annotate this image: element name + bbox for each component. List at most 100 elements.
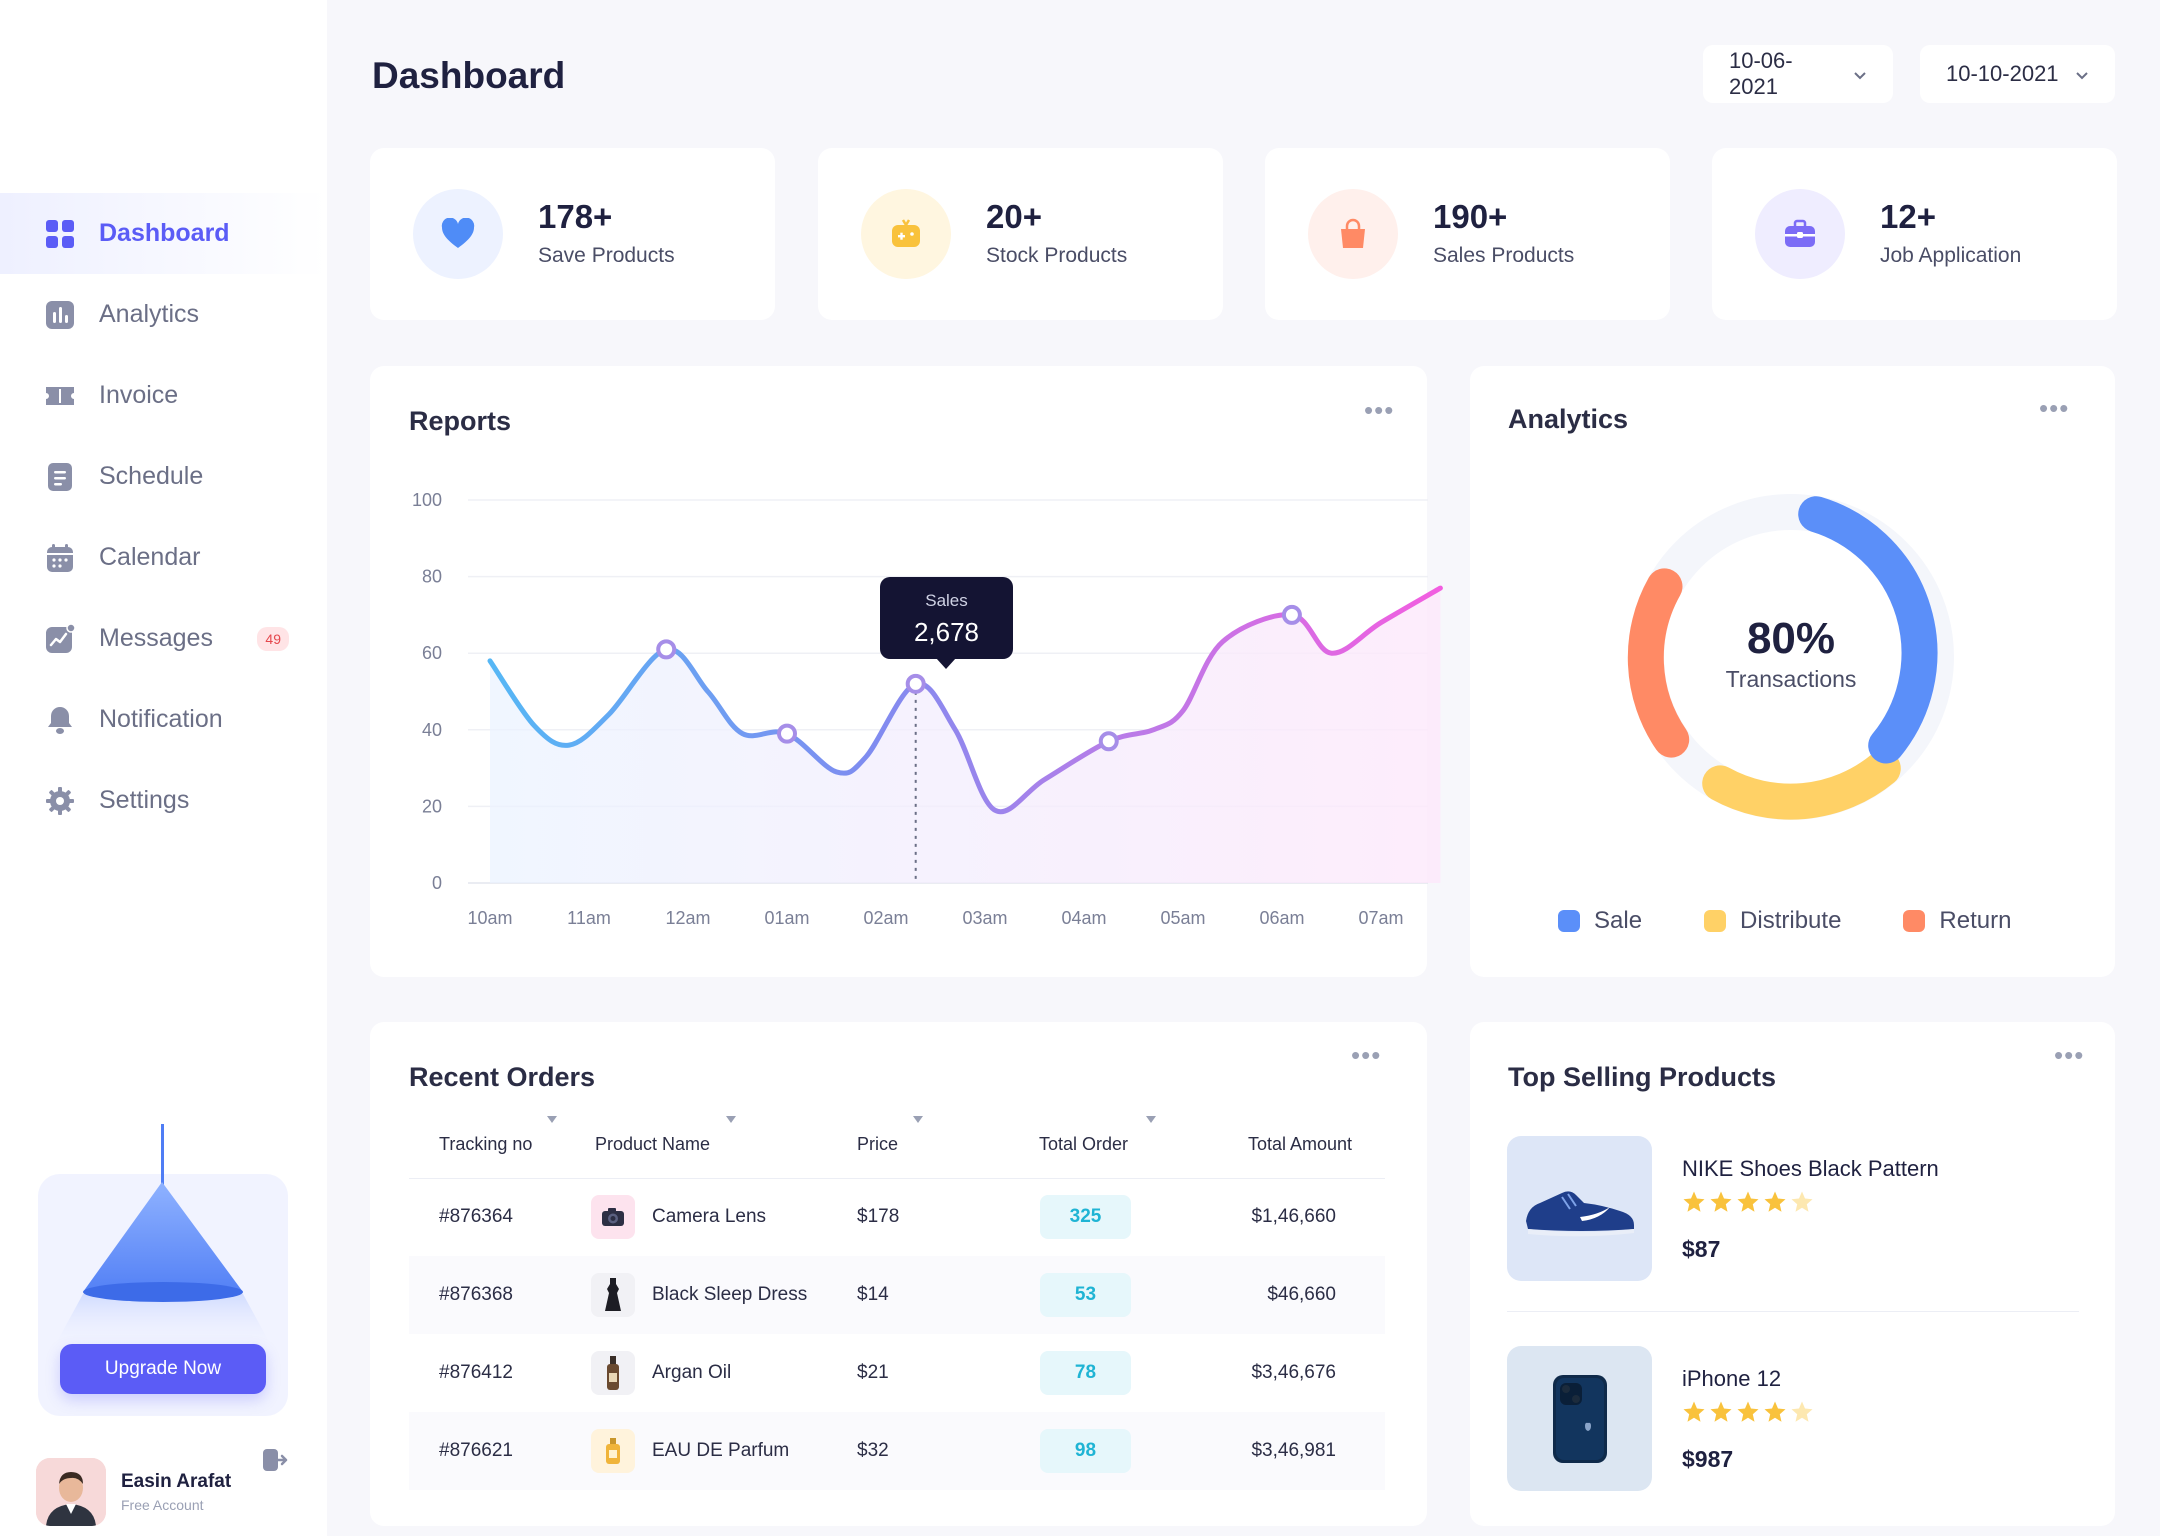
user-name: Easin Arafat	[121, 1471, 232, 1492]
date-to-value: 10-10-2021	[1946, 61, 2059, 86]
analytics-donut-chart	[1627, 494, 1954, 820]
calendar-icon	[44, 542, 76, 574]
user-profile[interactable]: Easin Arafat Free Account	[36, 1458, 231, 1526]
stat-card-sales-products[interactable]: 190+ Sales Products	[1265, 148, 1670, 320]
data-point-marker[interactable]	[905, 673, 926, 694]
sidebar-nav: Dashboard Analytics Invoice Schedule Cal…	[0, 193, 327, 841]
stat-card-stock-products[interactable]: 20+ Stock Products	[818, 148, 1223, 320]
data-point-marker[interactable]	[1098, 731, 1119, 752]
sidebar-item-schedule[interactable]: Schedule	[0, 436, 327, 517]
orders-more-button[interactable]: •••	[1351, 1040, 1382, 1070]
product-cell: Black Sleep Dress	[652, 1284, 808, 1305]
star-empty-icon	[1791, 1401, 1813, 1422]
sidebar-item-calendar[interactable]: Calendar	[0, 517, 327, 598]
analytics-legend: Sale Distribute Return	[1558, 907, 2011, 935]
upgrade-now-button[interactable]: Upgrade Now	[60, 1344, 266, 1394]
sidebar-item-label: Schedule	[99, 462, 204, 490]
data-point-marker[interactable]	[777, 723, 797, 744]
x-tick-label: 11am	[567, 908, 611, 928]
table-row[interactable]: #876621 EAU DE Parfum $32 98 $3,46,981	[409, 1412, 1385, 1490]
sidebar-item-label: Invoice	[99, 381, 179, 409]
analytics-panel	[1470, 366, 2115, 977]
product-cell: Argan Oil	[652, 1362, 732, 1383]
stat-card-job-application[interactable]: 12+ Job Application	[1712, 148, 2117, 320]
y-tick-label: 20	[422, 796, 442, 816]
legend-swatch	[1903, 910, 1926, 932]
chevron-down-icon	[1853, 61, 1867, 87]
star-icon	[1683, 1191, 1705, 1212]
game-icon	[861, 189, 951, 279]
price-cell: $178	[857, 1206, 900, 1227]
sidebar-item-label: Notification	[99, 705, 223, 733]
top-selling-more-button[interactable]: •••	[2054, 1040, 2085, 1070]
trend-icon	[44, 623, 76, 655]
chevron-down-icon	[2075, 61, 2089, 87]
logout-icon[interactable]	[262, 1447, 288, 1473]
data-point-marker[interactable]	[656, 639, 677, 660]
column-header-total-order[interactable]: Total Order	[1039, 1134, 1129, 1154]
bag-icon	[1308, 189, 1398, 279]
total-order-badge: 78	[1040, 1351, 1131, 1395]
sort-caret-icon[interactable]	[726, 1116, 736, 1123]
document-icon	[44, 461, 76, 493]
sidebar-item-dashboard[interactable]: Dashboard	[0, 193, 327, 274]
donut-segment-return	[1627, 568, 1690, 758]
x-tick-label: 10am	[467, 908, 512, 928]
sidebar-item-invoice[interactable]: Invoice	[0, 355, 327, 436]
stat-label: Sales Products	[1433, 244, 1575, 267]
product-card[interactable]: NIKE Shoes Black Pattern $87	[1507, 1136, 2079, 1281]
reports-title: Reports	[409, 406, 512, 436]
tracking-cell: #876364	[439, 1206, 513, 1227]
bar-chart-icon	[44, 299, 76, 331]
column-header-price[interactable]: Price	[857, 1134, 899, 1154]
donut-center: 80% Transactions	[1681, 614, 1901, 693]
donut-segment-sale	[1798, 496, 1938, 764]
briefcase-icon	[1755, 189, 1845, 279]
amount-cell: $46,660	[1267, 1284, 1336, 1305]
table-row[interactable]: #876412 Argan Oil $21 78 $3,46,676	[409, 1334, 1385, 1412]
total-order-badge: 98	[1040, 1429, 1131, 1473]
grid-icon	[44, 218, 76, 250]
sidebar-item-analytics[interactable]: Analytics	[0, 274, 327, 355]
stat-value: 12+	[1880, 198, 1936, 235]
sidebar-item-messages[interactable]: Messages 49	[0, 598, 327, 679]
sort-caret-icon[interactable]	[913, 1116, 923, 1123]
legend-item-return: Return	[1903, 907, 2011, 935]
bottle-icon	[591, 1351, 635, 1395]
table-row[interactable]: #876364 Camera Lens $178 325 $1,46,660	[409, 1178, 1385, 1256]
heart-icon	[413, 189, 503, 279]
column-header-tracking[interactable]: Tracking no	[439, 1134, 533, 1154]
product-divider	[1507, 1311, 2079, 1312]
star-icon	[1764, 1401, 1786, 1422]
product-cell: Camera Lens	[652, 1206, 767, 1227]
price-cell: $32	[857, 1440, 889, 1461]
legend-label: Return	[1939, 907, 2012, 934]
data-point-marker[interactable]	[1281, 604, 1302, 625]
shoe-icon	[1507, 1136, 1652, 1281]
sort-caret-icon[interactable]	[547, 1116, 557, 1123]
sidebar-item-notification[interactable]: Notification	[0, 679, 327, 760]
donut-label: Transactions	[1725, 666, 1857, 692]
stat-label: Job Application	[1880, 244, 2022, 267]
donut-value: 80%	[1746, 614, 1836, 663]
amount-cell: $1,46,660	[1251, 1206, 1336, 1227]
legend-item-sale: Sale	[1558, 907, 1642, 935]
table-header-divider	[409, 1178, 1385, 1179]
tooltip-label: Sales	[925, 591, 968, 610]
upgrade-card: Upgrade Now	[38, 1124, 288, 1416]
star-icon	[1764, 1191, 1786, 1212]
date-to-select[interactable]: 10-10-2021	[1920, 45, 2115, 103]
date-from-select[interactable]: 10-06-2021	[1703, 45, 1893, 103]
star-icon	[1683, 1401, 1705, 1422]
legend-item-distribute: Distribute	[1704, 907, 1841, 935]
product-card[interactable]: iPhone 12 $987	[1507, 1346, 2079, 1491]
sidebar-item-settings[interactable]: Settings	[0, 760, 327, 841]
stat-card-save-products[interactable]: 178+ Save Products	[370, 148, 775, 320]
y-tick-label: 0	[432, 873, 442, 893]
sidebar-item-label: Settings	[99, 786, 190, 814]
column-header-total-amount[interactable]: Total Amount	[1248, 1134, 1353, 1154]
column-header-product[interactable]: Product Name	[595, 1134, 711, 1154]
sort-caret-icon[interactable]	[1146, 1116, 1156, 1123]
table-row[interactable]: #876368 Black Sleep Dress $14 53 $46,660	[409, 1256, 1385, 1334]
top-selling-title: Top Selling Products	[1508, 1062, 1777, 1092]
